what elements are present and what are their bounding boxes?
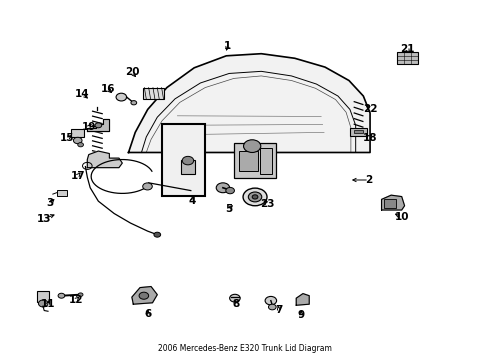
Circle shape <box>229 294 240 302</box>
Text: 19: 19 <box>81 122 96 132</box>
Circle shape <box>139 292 148 299</box>
Polygon shape <box>381 195 404 210</box>
Text: 6: 6 <box>144 309 151 319</box>
Circle shape <box>95 123 102 128</box>
Bar <box>38 291 49 302</box>
Text: 15: 15 <box>60 133 74 143</box>
Circle shape <box>243 188 266 206</box>
Polygon shape <box>296 294 308 305</box>
Bar <box>233 143 276 178</box>
Polygon shape <box>87 151 122 168</box>
Bar <box>238 152 257 171</box>
Circle shape <box>78 143 83 147</box>
Polygon shape <box>132 287 157 304</box>
Bar <box>57 190 67 195</box>
Text: 2006 Mercedes-Benz E320 Trunk Lid Diagram: 2006 Mercedes-Benz E320 Trunk Lid Diagra… <box>157 344 331 353</box>
Text: 12: 12 <box>68 295 83 305</box>
Text: 17: 17 <box>70 171 85 181</box>
Text: 11: 11 <box>41 299 55 309</box>
Bar <box>260 148 272 174</box>
Text: 7: 7 <box>275 305 282 315</box>
Text: 9: 9 <box>297 310 304 320</box>
Text: 23: 23 <box>260 199 274 209</box>
Text: 4: 4 <box>188 196 195 206</box>
Bar <box>349 128 366 136</box>
Text: 20: 20 <box>124 67 139 77</box>
Text: 13: 13 <box>37 214 51 224</box>
Circle shape <box>248 192 261 202</box>
Circle shape <box>264 296 276 305</box>
Circle shape <box>252 195 257 199</box>
Bar <box>353 130 363 134</box>
Text: 16: 16 <box>101 84 115 94</box>
Circle shape <box>216 183 229 193</box>
Bar <box>396 52 417 64</box>
Circle shape <box>243 140 260 153</box>
Circle shape <box>116 93 126 101</box>
Text: 18: 18 <box>362 133 377 143</box>
Text: 3: 3 <box>47 198 54 208</box>
Circle shape <box>142 183 152 190</box>
Bar <box>181 160 194 174</box>
Bar <box>142 87 164 99</box>
Circle shape <box>58 293 64 298</box>
Text: 10: 10 <box>394 212 408 222</box>
Circle shape <box>78 293 83 296</box>
Polygon shape <box>87 119 109 131</box>
Circle shape <box>268 304 276 310</box>
Text: 21: 21 <box>399 45 414 54</box>
Circle shape <box>39 300 48 307</box>
Text: 1: 1 <box>224 41 231 51</box>
Circle shape <box>182 156 193 165</box>
Circle shape <box>73 137 82 144</box>
Text: 5: 5 <box>225 204 232 214</box>
Circle shape <box>131 100 136 105</box>
Text: 8: 8 <box>232 299 239 309</box>
Circle shape <box>225 188 234 194</box>
Bar <box>383 199 395 208</box>
Polygon shape <box>128 54 369 153</box>
Text: 2: 2 <box>365 175 372 185</box>
Bar <box>71 129 84 137</box>
Text: 14: 14 <box>75 89 90 99</box>
Text: 22: 22 <box>362 104 377 114</box>
Bar <box>162 124 205 196</box>
Circle shape <box>154 232 160 237</box>
